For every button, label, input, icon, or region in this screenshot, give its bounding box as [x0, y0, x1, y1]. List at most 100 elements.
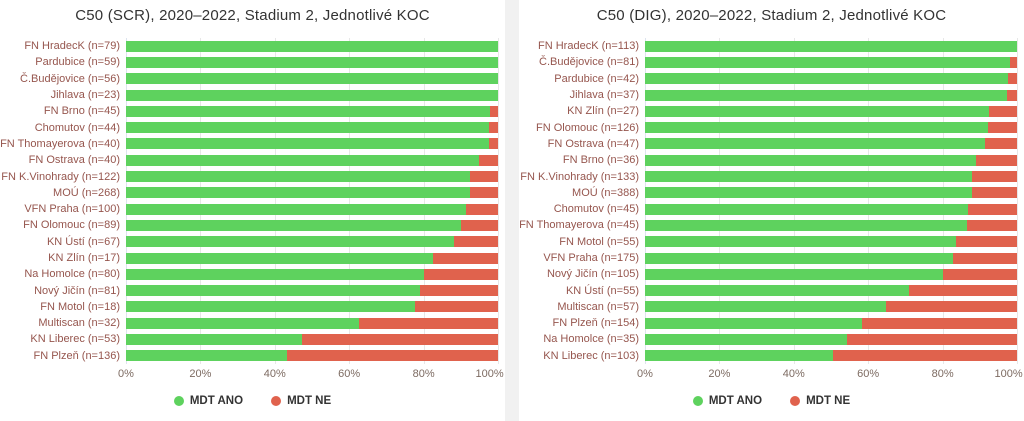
- bar-segment-mdt-ano[interactable]: [126, 40, 498, 52]
- bar-segment-mdt-ano[interactable]: [645, 73, 1009, 85]
- bar-segment-mdt-ne[interactable]: [987, 122, 1017, 134]
- bar-segment-mdt-ne[interactable]: [832, 350, 1017, 362]
- bar-track: [126, 138, 498, 150]
- bar-segment-mdt-ano[interactable]: [645, 138, 986, 150]
- bar-segment-mdt-ne[interactable]: [1006, 89, 1017, 101]
- bar-segment-mdt-ano[interactable]: [126, 89, 498, 101]
- bar-segment-mdt-ano[interactable]: [126, 350, 288, 362]
- bar-segment-mdt-ne[interactable]: [955, 236, 1017, 248]
- bar-segment-mdt-ano[interactable]: [645, 40, 1017, 52]
- bar-segment-mdt-ne[interactable]: [942, 268, 1017, 280]
- bar-segment-mdt-ano[interactable]: [645, 122, 988, 134]
- bar-segment-mdt-ano[interactable]: [126, 138, 489, 150]
- bar-segment-mdt-ne[interactable]: [287, 350, 498, 362]
- bar-segment-mdt-ano[interactable]: [126, 285, 420, 297]
- bar-segment-mdt-ne[interactable]: [989, 105, 1017, 117]
- bar-segment-mdt-ne[interactable]: [432, 252, 498, 264]
- bar-segment-mdt-ne[interactable]: [489, 122, 498, 134]
- bar-segment-mdt-ne[interactable]: [975, 154, 1017, 166]
- bar-segment-mdt-ne[interactable]: [470, 171, 498, 183]
- bar-segment-mdt-ano[interactable]: [645, 154, 976, 166]
- category-label: Na Homolce (n=35): [543, 333, 639, 346]
- bar-segment-mdt-ano[interactable]: [645, 219, 967, 231]
- bar-segment-mdt-ano[interactable]: [645, 285, 909, 297]
- chart-export-menu-button[interactable]: [995, 7, 1015, 25]
- bar-segment-mdt-ne[interactable]: [862, 317, 1017, 329]
- bar-segment-mdt-ne[interactable]: [846, 333, 1017, 345]
- bar-track: [126, 236, 498, 248]
- chart-export-menu-button[interactable]: [476, 7, 496, 25]
- category-label: MOÚ (n=388): [572, 186, 639, 199]
- bar-segment-mdt-ne[interactable]: [423, 268, 498, 280]
- bar-segment-mdt-ne[interactable]: [489, 105, 498, 117]
- legend-item-mdt-ne[interactable]: MDT NE: [271, 395, 331, 407]
- bar-segment-mdt-ano[interactable]: [126, 333, 302, 345]
- bar-segment-mdt-ano[interactable]: [126, 122, 490, 134]
- bar-segment-mdt-ano[interactable]: [645, 252, 954, 264]
- bar-segment-mdt-ano[interactable]: [645, 89, 1007, 101]
- bar-track: [645, 203, 1017, 215]
- chart-row: FN K.Vinohrady (n=133): [520, 168, 1017, 184]
- bar-segment-mdt-ano[interactable]: [126, 236, 454, 248]
- bar-segment-mdt-ne[interactable]: [1008, 73, 1017, 85]
- bar-segment-mdt-ne[interactable]: [953, 252, 1017, 264]
- bar-segment-mdt-ne[interactable]: [967, 203, 1017, 215]
- bar-segment-mdt-ano[interactable]: [126, 56, 498, 68]
- bar-segment-mdt-ano[interactable]: [645, 301, 887, 313]
- category-label: FN Ostrava (n=40): [28, 154, 120, 167]
- bar-segment-mdt-ne[interactable]: [966, 219, 1017, 231]
- chart-row: Pardubice (n=59): [35, 54, 498, 70]
- category-label: Č.Budějovice (n=56): [20, 72, 120, 85]
- bar-segment-mdt-ne[interactable]: [908, 285, 1017, 297]
- bar-segment-mdt-ne[interactable]: [358, 317, 498, 329]
- bar-segment-mdt-ne[interactable]: [1009, 56, 1017, 68]
- bar-segment-mdt-ano[interactable]: [645, 350, 833, 362]
- category-label: KN Zlín (n=17): [48, 252, 120, 264]
- bar-segment-mdt-ano[interactable]: [126, 187, 471, 199]
- bar-segment-mdt-ano[interactable]: [126, 219, 461, 231]
- bar-segment-mdt-ano[interactable]: [126, 268, 424, 280]
- bar-segment-mdt-ano[interactable]: [126, 252, 433, 264]
- bar-segment-mdt-ne[interactable]: [488, 138, 498, 150]
- bar-track: [126, 73, 498, 85]
- bar-segment-mdt-ne[interactable]: [301, 333, 498, 345]
- bar-segment-mdt-ne[interactable]: [479, 154, 498, 166]
- category-label: FN Plzeň (n=136): [33, 349, 120, 362]
- bar-segment-mdt-ne[interactable]: [972, 171, 1017, 183]
- bar-segment-mdt-ano[interactable]: [645, 268, 943, 280]
- bar-segment-mdt-ne[interactable]: [419, 285, 498, 297]
- bar-segment-mdt-ne[interactable]: [466, 203, 498, 215]
- bar-segment-mdt-ano[interactable]: [645, 333, 847, 345]
- bar-segment-mdt-ano[interactable]: [126, 203, 467, 215]
- chart-title: C50 (DIG), 2020–2022, Stadium 2, Jednotl…: [596, 7, 947, 24]
- x-axis-tick: 60%: [857, 367, 880, 380]
- bar-segment-mdt-ano[interactable]: [126, 317, 359, 329]
- bar-segment-mdt-ano[interactable]: [126, 105, 490, 117]
- bar-segment-mdt-ano[interactable]: [645, 171, 973, 183]
- bar-segment-mdt-ano[interactable]: [645, 56, 1010, 68]
- bar-segment-mdt-ne[interactable]: [453, 236, 498, 248]
- chart-row: MOÚ (n=388): [572, 185, 1017, 201]
- bar-segment-mdt-ano[interactable]: [126, 154, 480, 166]
- gridlines: [126, 38, 499, 364]
- bar-segment-mdt-ne[interactable]: [415, 301, 498, 313]
- legend-item-mdt-ano[interactable]: MDT ANO: [173, 395, 243, 407]
- bar-segment-mdt-ano[interactable]: [645, 317, 863, 329]
- bar-segment-mdt-ano[interactable]: [645, 203, 968, 215]
- bar-segment-mdt-ano[interactable]: [645, 187, 972, 199]
- gridlines: [645, 38, 1018, 364]
- bar-segment-mdt-ne[interactable]: [470, 187, 498, 199]
- bar-segment-mdt-ano[interactable]: [126, 301, 416, 313]
- bar-segment-mdt-ano[interactable]: [126, 171, 471, 183]
- bar-track: [645, 138, 1017, 150]
- bar-segment-mdt-ano[interactable]: [645, 105, 990, 117]
- bar-segment-mdt-ano[interactable]: [126, 73, 498, 85]
- category-label: FN Olomouc (n=89): [23, 219, 120, 232]
- bar-segment-mdt-ne[interactable]: [971, 187, 1017, 199]
- bar-segment-mdt-ne[interactable]: [886, 301, 1017, 313]
- legend-item-mdt-ne[interactable]: MDT NE: [790, 395, 850, 407]
- bar-segment-mdt-ne[interactable]: [985, 138, 1017, 150]
- bar-segment-mdt-ano[interactable]: [645, 236, 956, 248]
- legend-item-mdt-ano[interactable]: MDT ANO: [692, 395, 762, 407]
- bar-segment-mdt-ne[interactable]: [460, 219, 498, 231]
